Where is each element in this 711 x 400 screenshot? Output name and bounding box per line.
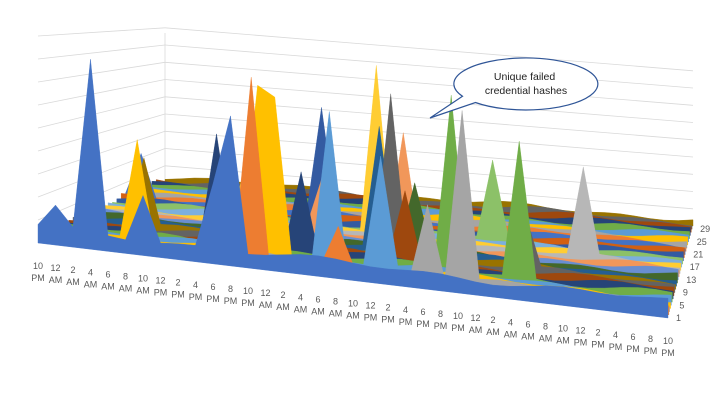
- x-tick-label: 8 AM: [539, 321, 553, 343]
- callout-line-1: Unique failed: [494, 71, 555, 83]
- x-tick-label: 4 PM: [609, 330, 623, 352]
- gridline: [164, 44, 694, 89]
- depth-tick-label: 21: [693, 250, 703, 260]
- annotation-callout: Unique failed credential hashes: [429, 57, 599, 119]
- x-tick-label: 6 PM: [206, 282, 220, 304]
- callout-text: Unique failed credential hashes: [485, 71, 567, 97]
- gridline: [37, 113, 166, 152]
- x-tick-label: 10 AM: [346, 299, 360, 321]
- x-tick-label: 6 PM: [416, 307, 430, 329]
- x-tick-label: 12 PM: [154, 276, 168, 298]
- x-tick-label: 8 PM: [224, 284, 238, 306]
- x-tick-label: 2 AM: [276, 290, 290, 312]
- x-tick-label: 10 PM: [241, 286, 255, 308]
- x-tick-label: 8 AM: [119, 271, 133, 293]
- area-series-14: [94, 132, 680, 278]
- x-tick-label: 2 PM: [171, 278, 185, 300]
- x-tick-label: 12 AM: [259, 288, 273, 310]
- x-tick-label: 6 PM: [626, 332, 640, 354]
- x-tick-label: 2 AM: [486, 315, 500, 337]
- gridline: [37, 61, 166, 83]
- depth-tick-label: 9: [683, 288, 688, 298]
- gridline: [164, 79, 694, 123]
- x-tick-label: 4 PM: [399, 305, 413, 327]
- x-tick-label: 4 AM: [504, 317, 518, 339]
- x-tick-label: 2 AM: [66, 265, 80, 287]
- x-tick-label: 12 PM: [364, 301, 378, 323]
- x-tick-label: 2 PM: [381, 303, 395, 325]
- gridline: [37, 130, 166, 175]
- depth-tick-label: 17: [690, 262, 700, 272]
- x-tick-label: 8 PM: [434, 309, 448, 331]
- callout-line-2: credential hashes: [485, 85, 567, 97]
- x-tick-label: 12 AM: [49, 263, 63, 285]
- gridline: [164, 61, 694, 106]
- gridline: [164, 27, 694, 72]
- area-series: [37, 59, 694, 319]
- x-tick-label: 6 AM: [521, 319, 535, 341]
- x-tick-label: 10 PM: [31, 261, 45, 283]
- x-tick-label: 4 PM: [189, 280, 203, 302]
- x-tick-label: 8 AM: [329, 296, 343, 318]
- depth-tick-label: 1: [676, 313, 681, 323]
- gridline: [37, 96, 166, 129]
- gridline: [37, 79, 166, 106]
- gridline: [37, 27, 166, 37]
- x-tick-label: 4 AM: [84, 267, 98, 289]
- x-tick-label: 10 AM: [136, 274, 150, 296]
- x-tick-label: 10 AM: [556, 324, 570, 346]
- depth-tick-label: 29: [700, 224, 710, 234]
- x-tick-label: 8 PM: [644, 334, 658, 356]
- gridline: [37, 44, 166, 60]
- x-tick-label: 6 AM: [101, 269, 115, 291]
- x-tick-label: 10 PM: [661, 336, 675, 358]
- x-tick-label: 12 AM: [469, 313, 483, 335]
- x-tick-label: 4 AM: [294, 292, 308, 314]
- depth-tick-label: 5: [679, 300, 684, 310]
- gridline: [164, 96, 694, 141]
- x-tick-label: 6 AM: [311, 294, 325, 316]
- depth-tick-label: 25: [697, 237, 707, 247]
- depth-tick-label: 13: [686, 275, 696, 285]
- x-tick-label: 2 PM: [591, 328, 605, 350]
- x-tick-label: 12 PM: [574, 326, 588, 348]
- callout-bubble: [429, 57, 599, 119]
- area-series-1: [37, 59, 669, 319]
- x-tick-label: 10 PM: [451, 311, 465, 333]
- depth-axis-ticks: 1 5 9 13 17 21 25 29: [676, 224, 710, 323]
